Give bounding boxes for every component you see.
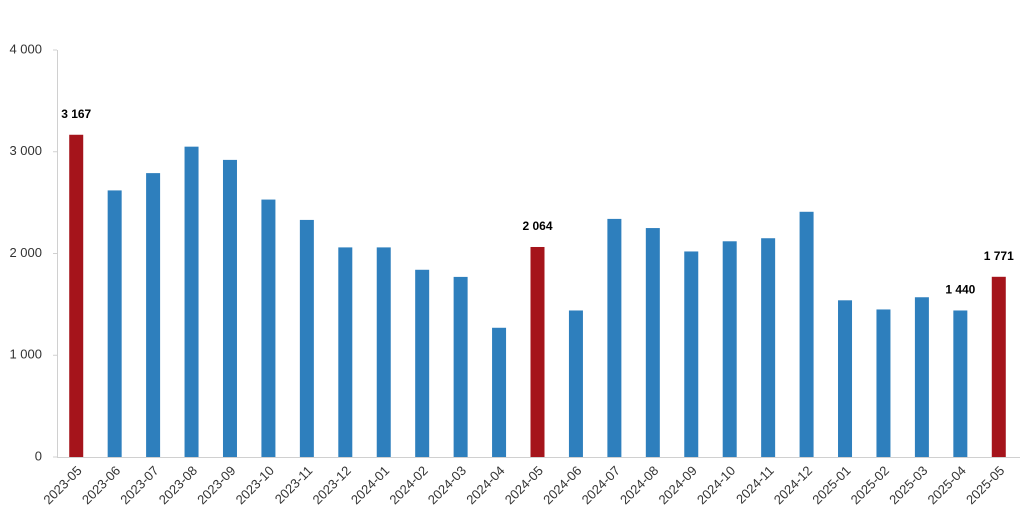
x-tick-label: 2024-11 xyxy=(733,463,777,507)
x-tick-label: 2024-02 xyxy=(386,463,430,507)
bar xyxy=(492,327,507,457)
x-tick-label: 2024-01 xyxy=(348,463,392,507)
x-tick-label: 2023-12 xyxy=(310,463,354,507)
x-tick-label: 2024-06 xyxy=(540,463,584,507)
x-tick-label: 2024-07 xyxy=(579,463,623,507)
value-label: 3 167 xyxy=(61,107,91,121)
y-tick-label: 2 000 xyxy=(9,245,42,260)
bar xyxy=(645,228,660,457)
bar xyxy=(299,219,314,457)
bar xyxy=(338,247,353,457)
bar xyxy=(261,199,276,457)
bar xyxy=(222,159,237,457)
x-tick-label: 2024-09 xyxy=(655,463,699,507)
x-tick-label: 2025-03 xyxy=(886,463,930,507)
x-tick-label: 2024-08 xyxy=(617,463,661,507)
value-label: 1 440 xyxy=(945,283,975,297)
value-label: 1 771 xyxy=(984,249,1014,263)
x-tick-label: 2024-04 xyxy=(463,463,507,507)
bar xyxy=(184,146,199,457)
bar xyxy=(684,251,699,457)
x-tick-label: 2023-10 xyxy=(233,463,277,507)
x-tick-label: 2025-05 xyxy=(963,463,1007,507)
bar xyxy=(953,310,968,457)
x-tick-label: 2023-08 xyxy=(156,463,200,507)
bar xyxy=(722,241,737,457)
bar xyxy=(69,134,84,457)
bar xyxy=(761,238,776,457)
x-tick-label: 2023-06 xyxy=(79,463,123,507)
bar xyxy=(146,173,161,457)
bar xyxy=(568,310,583,457)
x-tick-label: 2025-01 xyxy=(809,463,853,507)
bar xyxy=(453,276,468,457)
bar xyxy=(107,190,122,458)
x-tick-label: 2023-07 xyxy=(117,463,161,507)
bar xyxy=(914,297,929,457)
x-tick-label: 2024-12 xyxy=(771,463,815,507)
bar xyxy=(991,276,1006,457)
x-tick-label: 2023-05 xyxy=(40,463,84,507)
bar xyxy=(838,300,853,457)
value-label: 2 064 xyxy=(522,219,552,233)
x-tick-label: 2025-04 xyxy=(925,463,969,507)
y-tick-label: 0 xyxy=(35,448,42,463)
y-tick-label: 1 000 xyxy=(9,347,42,362)
bar xyxy=(530,246,545,457)
bar xyxy=(376,247,391,457)
x-tick-label: 2024-10 xyxy=(694,463,738,507)
bar xyxy=(607,218,622,457)
bar xyxy=(876,309,891,457)
x-tick-label: 2024-03 xyxy=(425,463,469,507)
y-tick-label: 4 000 xyxy=(9,41,42,56)
x-tick-label: 2023-09 xyxy=(194,463,238,507)
y-tick-label: 3 000 xyxy=(9,143,42,158)
bar xyxy=(415,269,430,457)
x-tick-label: 2025-02 xyxy=(848,463,892,507)
bar xyxy=(799,211,814,457)
x-tick-label: 2024-05 xyxy=(502,463,546,507)
x-tick-label: 2023-11 xyxy=(272,463,316,507)
